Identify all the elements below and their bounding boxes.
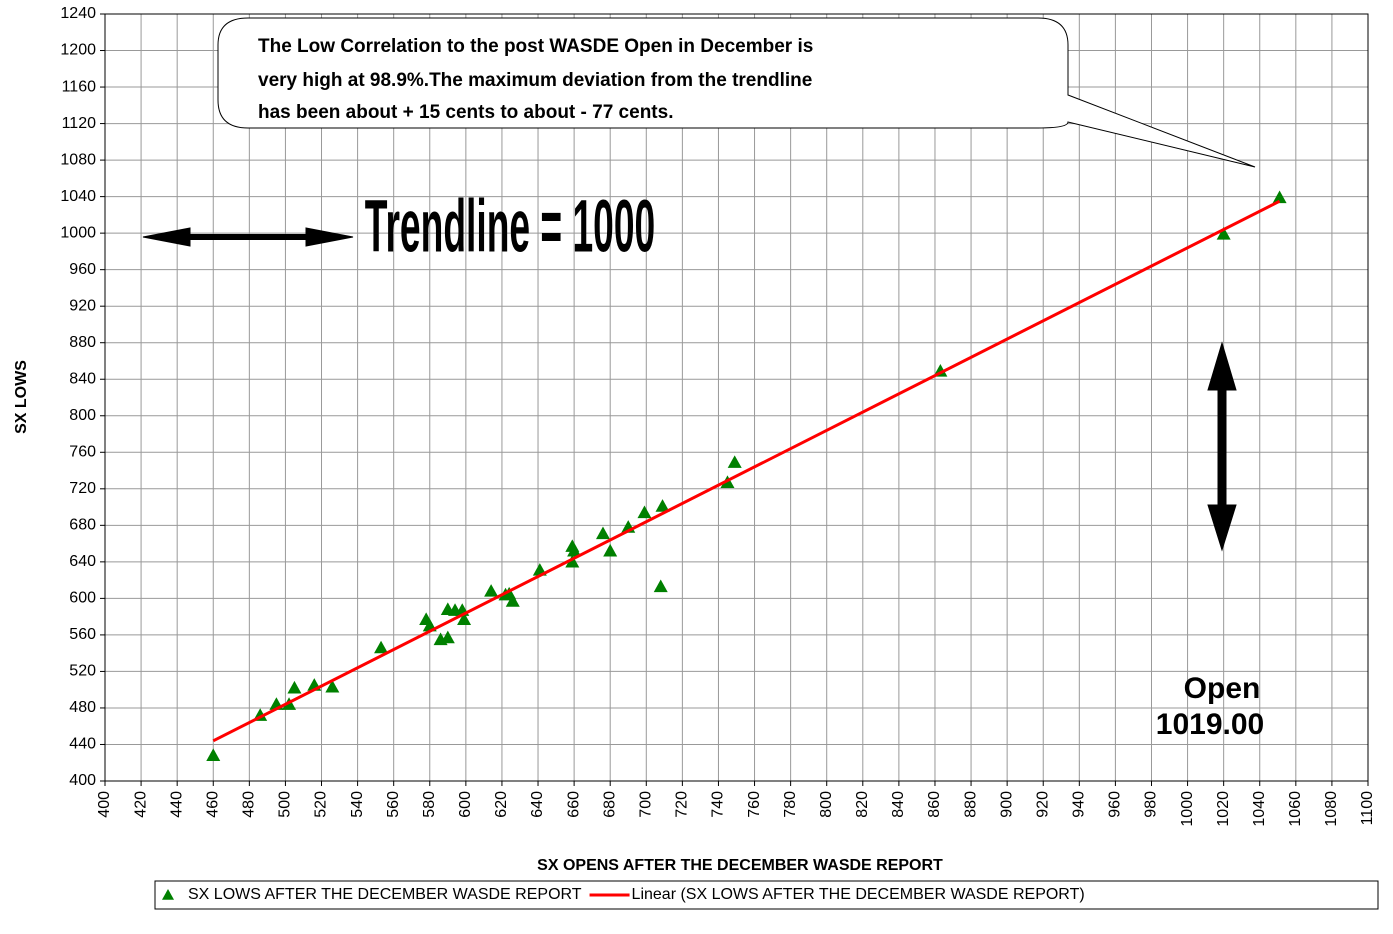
x-tick-label: 480 — [241, 791, 258, 818]
data-point — [653, 579, 668, 593]
data-point — [457, 612, 472, 625]
vertical-arrow — [1207, 341, 1237, 552]
legend — [154, 880, 1379, 910]
x-tick-label: 820 — [854, 791, 871, 818]
trendline — [212, 199, 1281, 743]
x-tick-label: 520 — [313, 791, 330, 818]
x-tick-label: 1080 — [1323, 791, 1340, 827]
callout-bubble — [217, 17, 1256, 168]
data-point — [727, 455, 742, 468]
x-tick-label: 1020 — [1215, 791, 1232, 827]
x-tick-label: 860 — [926, 791, 943, 818]
x-axis-title: SX OPENS AFTER THE DECEMBER WASDE REPORT — [537, 857, 943, 874]
x-tick-label: 620 — [493, 791, 510, 818]
y-tick-label: 480 — [69, 699, 96, 716]
x-tick-label: 760 — [746, 791, 763, 818]
x-tick-label: 720 — [674, 791, 691, 818]
data-point — [1216, 227, 1231, 240]
y-tick-label: 1240 — [60, 5, 96, 22]
x-tick-label: 400 — [96, 791, 113, 818]
y-tick-label: 720 — [69, 480, 96, 497]
marks — [206, 190, 1287, 762]
y-tick-label: 880 — [69, 334, 96, 351]
data-point — [287, 680, 302, 694]
y-tick-label: 1120 — [62, 115, 97, 132]
plot-border — [104, 13, 1369, 782]
x-tick-label: 1100 — [1359, 791, 1376, 826]
x-tick-label: 600 — [457, 791, 474, 818]
data-point — [655, 499, 670, 512]
x-tick-label: 1060 — [1287, 791, 1304, 827]
y-tick-label: 1040 — [60, 188, 96, 205]
x-tick-label: 840 — [890, 791, 907, 818]
y-tick-label: 400 — [69, 772, 96, 789]
horizontal-arrow — [142, 227, 354, 247]
x-tick-label: 540 — [349, 791, 366, 818]
y-tick-label: 840 — [69, 370, 96, 387]
x-tick-label: 800 — [818, 791, 835, 818]
data-point — [567, 543, 582, 557]
data-point — [484, 584, 499, 597]
callout-line: very high at 98.9%.The maximum deviation… — [258, 70, 812, 91]
data-point — [637, 505, 652, 519]
x-tick-label: 680 — [601, 791, 618, 818]
x-tick-label: 580 — [421, 791, 438, 818]
x-tick-label: 460 — [204, 791, 221, 818]
x-tick-label: 560 — [385, 791, 402, 818]
x-tick-label: 880 — [962, 791, 979, 818]
y-tick-label: 680 — [69, 517, 96, 534]
x-tick-label: 1040 — [1251, 791, 1268, 827]
data-point — [565, 554, 580, 568]
y-axis-title: SX LOWS — [13, 360, 30, 434]
x-tick-label: 740 — [710, 791, 727, 818]
y-tick-label: 1000 — [60, 224, 96, 241]
x-tick-label: 440 — [168, 791, 185, 818]
y-tick-label: 1200 — [60, 42, 96, 59]
y-tick-label: 520 — [69, 663, 96, 680]
x-tick-label: 500 — [277, 791, 294, 818]
y-tick-label: 800 — [69, 407, 96, 424]
data-point — [1272, 190, 1287, 204]
x-tick-label: 920 — [1034, 791, 1051, 818]
open-value: 1019.00 — [1156, 708, 1264, 741]
plot-area — [105, 14, 1368, 781]
data-point — [603, 543, 618, 557]
x-tick-label: 700 — [638, 791, 655, 818]
y-tick-label: 600 — [69, 590, 96, 607]
data-point — [374, 640, 389, 654]
data-point — [440, 630, 455, 644]
trendline-annotation: Trendline = 1000 — [365, 186, 655, 268]
x-tick-label: 640 — [529, 791, 546, 818]
y-tick-label: 1080 — [60, 151, 96, 168]
legend-marker — [162, 889, 174, 900]
x-tick-label: 420 — [132, 791, 149, 818]
x-tick-label: 940 — [1071, 791, 1088, 818]
x-tick-label: 780 — [782, 791, 799, 818]
y-tick-label: 1160 — [62, 78, 97, 95]
x-tick-label: 900 — [998, 791, 1015, 818]
y-tick-label: 920 — [69, 297, 96, 314]
y-tick-label: 960 — [69, 261, 96, 278]
data-point — [206, 748, 221, 762]
callout-line: The Low Correlation to the post WASDE Op… — [258, 36, 813, 57]
x-tick-label: 980 — [1143, 791, 1160, 818]
y-tick-label: 760 — [69, 444, 96, 461]
legend-label: SX LOWS AFTER THE DECEMBER WASDE REPORT — [188, 886, 582, 903]
y-tick-label: 640 — [69, 553, 96, 570]
y-tick-label: 440 — [69, 736, 96, 753]
x-tick-label: 960 — [1107, 791, 1124, 818]
y-tick-label: 560 — [69, 626, 96, 643]
callout-line: has been about + 15 cents to about - 77 … — [258, 102, 673, 123]
open-label: Open — [1184, 672, 1261, 705]
legend-label: Linear (SX LOWS AFTER THE DECEMBER WASDE… — [632, 886, 1085, 903]
data-point — [595, 526, 610, 540]
x-tick-label: 1000 — [1179, 791, 1196, 827]
data-point — [325, 679, 340, 693]
x-tick-label: 660 — [565, 791, 582, 818]
data-point — [505, 594, 520, 607]
